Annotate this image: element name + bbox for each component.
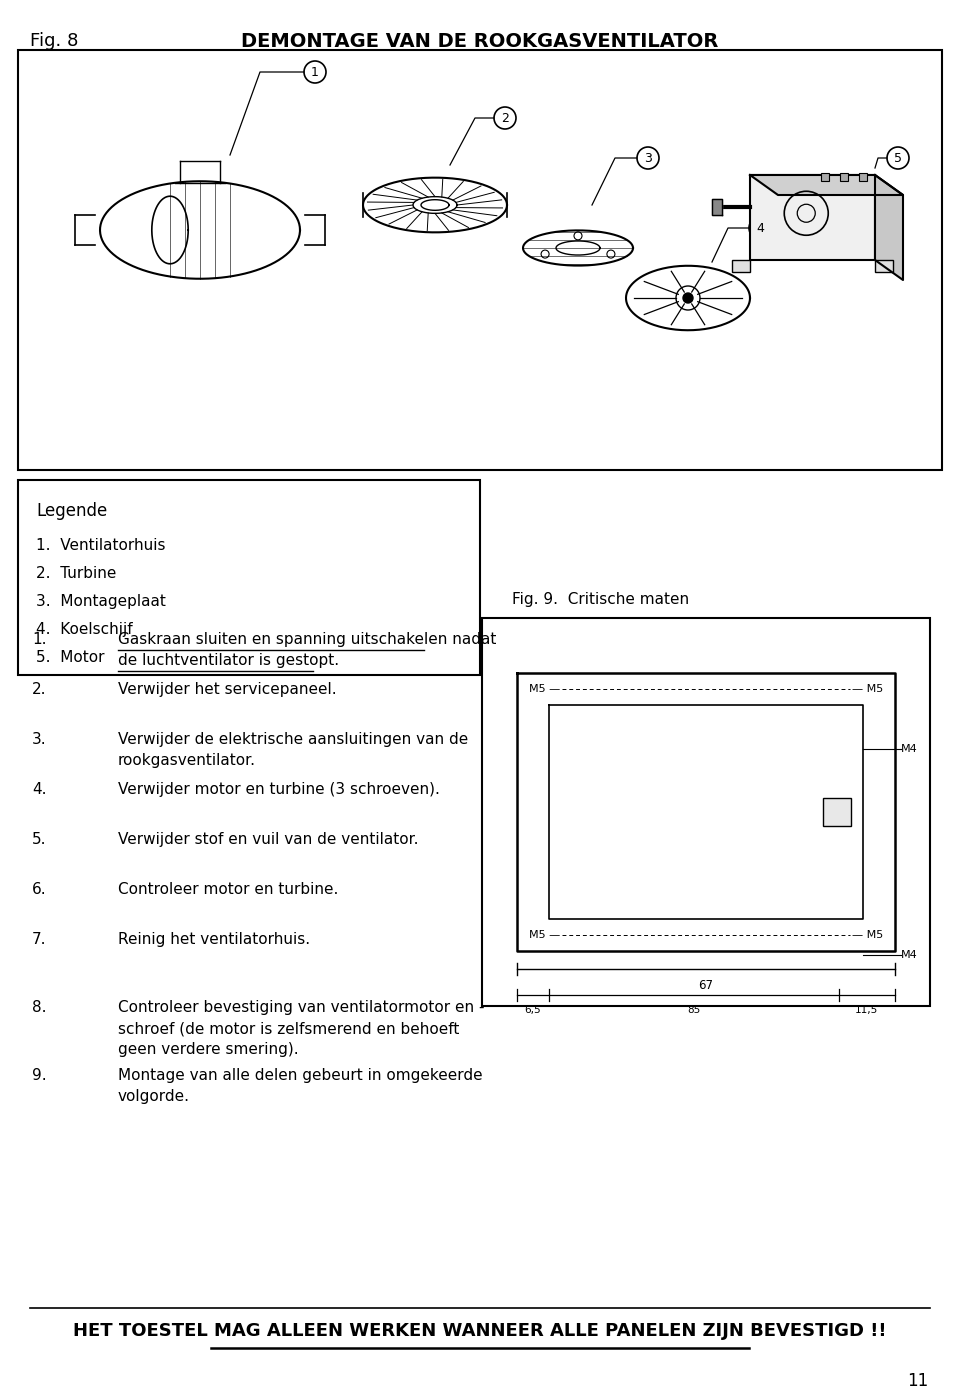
Circle shape: [637, 146, 659, 169]
Text: 4.  Koelschijf: 4. Koelschijf: [36, 622, 132, 637]
Text: Verwijder stof en vuil van de ventilator.: Verwijder stof en vuil van de ventilator…: [118, 832, 419, 848]
Text: Controleer bevestiging van ventilatormotor en -: Controleer bevestiging van ventilatormot…: [118, 999, 485, 1015]
Text: 3.  Montageplaat: 3. Montageplaat: [36, 594, 166, 609]
Text: 1.  Ventilatorhuis: 1. Ventilatorhuis: [36, 538, 165, 553]
Text: 5.: 5.: [32, 832, 46, 848]
Text: Verwijder het servicepaneel.: Verwijder het servicepaneel.: [118, 682, 337, 697]
Text: 5.  Motor: 5. Motor: [36, 650, 105, 665]
Bar: [840, 173, 848, 181]
Polygon shape: [750, 176, 903, 195]
Text: 7.: 7.: [32, 933, 46, 947]
Circle shape: [749, 217, 771, 238]
Text: 11,5: 11,5: [855, 1005, 878, 1015]
Text: M5 —: M5 —: [529, 684, 561, 694]
Bar: [18, 480, 480, 675]
Bar: [823, 797, 851, 827]
Text: rookgasventilator.: rookgasventilator.: [118, 753, 256, 768]
Text: 67: 67: [699, 979, 713, 993]
Circle shape: [304, 61, 326, 84]
Text: 2.: 2.: [32, 682, 46, 697]
Text: schroef (de motor is zelfsmerend en behoeft: schroef (de motor is zelfsmerend en beho…: [118, 1020, 460, 1036]
Text: M4: M4: [901, 743, 918, 754]
Polygon shape: [875, 176, 903, 280]
Bar: [732, 261, 750, 272]
Text: Legende: Legende: [36, 502, 108, 520]
Circle shape: [607, 250, 615, 258]
Text: Verwijder motor en turbine (3 schroeven).: Verwijder motor en turbine (3 schroeven)…: [118, 782, 440, 797]
Bar: [482, 618, 930, 1006]
Text: Fig. 8: Fig. 8: [30, 32, 79, 50]
Text: M5 —: M5 —: [529, 930, 561, 940]
Text: geen verdere smering).: geen verdere smering).: [118, 1041, 299, 1057]
Text: Fig. 9.  Critische maten: Fig. 9. Critische maten: [512, 592, 689, 606]
Text: — M5: — M5: [852, 930, 883, 940]
Circle shape: [683, 293, 693, 302]
Circle shape: [494, 107, 516, 130]
Text: 6,5: 6,5: [524, 1005, 541, 1015]
Bar: [821, 173, 829, 181]
Text: volgorde.: volgorde.: [118, 1089, 190, 1104]
Text: 9.: 9.: [32, 1068, 47, 1083]
Text: Montage van alle delen gebeurt in omgekeerde: Montage van alle delen gebeurt in omgeke…: [118, 1068, 483, 1083]
Text: HET TOESTEL MAG ALLEEN WERKEN WANNEER ALLE PANELEN ZIJN BEVESTIGD !!: HET TOESTEL MAG ALLEEN WERKEN WANNEER AL…: [73, 1322, 887, 1340]
Text: de luchtventilator is gestopt.: de luchtventilator is gestopt.: [118, 652, 339, 668]
Text: M4: M4: [901, 949, 918, 960]
Text: 1.: 1.: [32, 631, 46, 647]
Text: Gaskraan sluiten en spanning uitschakelen nadat: Gaskraan sluiten en spanning uitschakele…: [118, 631, 496, 647]
Circle shape: [574, 231, 582, 240]
Text: 2: 2: [501, 112, 509, 124]
Text: DEMONTAGE VAN DE ROOKGASVENTILATOR: DEMONTAGE VAN DE ROOKGASVENTILATOR: [241, 32, 719, 52]
Circle shape: [541, 250, 549, 258]
Circle shape: [887, 146, 909, 169]
Text: 1: 1: [311, 66, 319, 78]
Text: Reinig het ventilatorhuis.: Reinig het ventilatorhuis.: [118, 933, 310, 947]
Bar: [750, 176, 875, 261]
Text: 6.: 6.: [32, 882, 47, 896]
Text: 4: 4: [756, 222, 764, 234]
Text: — M5: — M5: [852, 684, 883, 694]
Bar: [875, 261, 893, 272]
Text: 2.  Turbine: 2. Turbine: [36, 566, 116, 581]
Bar: [18, 50, 942, 470]
Text: Verwijder de elektrische aansluitingen van de: Verwijder de elektrische aansluitingen v…: [118, 732, 468, 747]
Polygon shape: [712, 199, 722, 215]
Text: 11: 11: [907, 1372, 928, 1390]
Bar: [858, 173, 867, 181]
Text: 8.: 8.: [32, 999, 46, 1015]
Text: 4.: 4.: [32, 782, 46, 797]
Text: Controleer motor en turbine.: Controleer motor en turbine.: [118, 882, 338, 896]
Text: 3.: 3.: [32, 732, 47, 747]
Text: 5: 5: [894, 152, 902, 164]
Text: 3: 3: [644, 152, 652, 164]
Text: 85: 85: [687, 1005, 701, 1015]
